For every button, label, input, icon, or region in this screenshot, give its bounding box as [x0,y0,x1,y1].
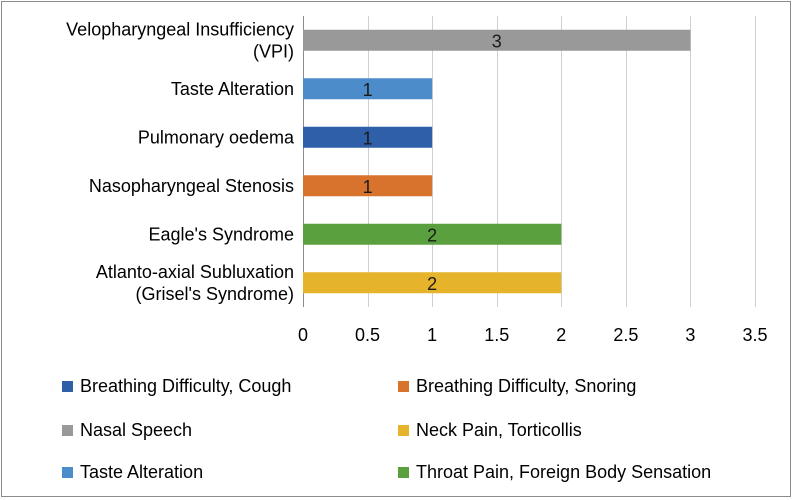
data-label: 3 [492,31,502,51]
category-label: Pulmonary oedema [138,127,295,147]
data-label: 2 [427,274,437,294]
x-tick-label: 3.5 [742,325,767,345]
category-label: (Grisel's Syndrome) [136,284,294,304]
x-tick-label: 1 [427,325,437,345]
bar [303,78,433,100]
category-label: Taste Alteration [171,79,294,99]
category-label: Atlanto-axial Subluxation [96,262,294,282]
data-label: 1 [363,177,373,197]
category-label: Nasopharyngeal Stenosis [89,176,294,196]
x-tick-label: 2 [556,325,566,345]
data-label: 1 [363,128,373,148]
bar [303,126,433,148]
x-tick-label: 0.5 [355,325,380,345]
x-tick-label: 2.5 [613,325,638,345]
x-tick-label: 1.5 [484,325,509,345]
bar [303,175,433,197]
bar [303,223,562,245]
bar [303,29,691,51]
category-label: (VPI) [253,41,294,61]
data-label: 2 [427,225,437,245]
category-label: Eagle's Syndrome [148,224,294,244]
x-tick-label: 0 [298,325,308,345]
data-label: 1 [363,80,373,100]
bar [303,272,562,294]
category-label: Velopharyngeal Insufficiency [66,19,294,39]
x-tick-label: 3 [685,325,695,345]
